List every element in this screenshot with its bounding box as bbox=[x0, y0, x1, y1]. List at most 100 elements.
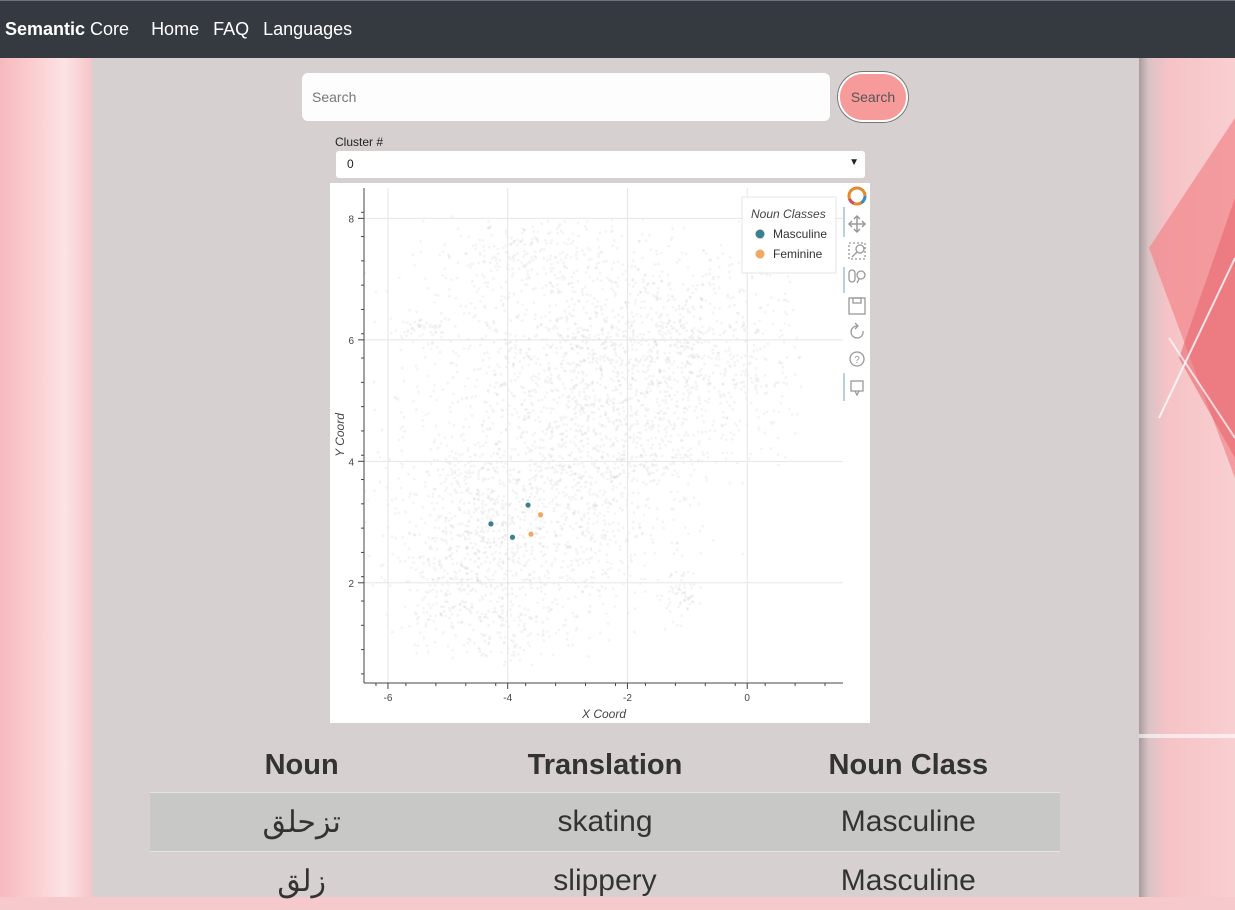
wheel-zoom-icon[interactable] bbox=[848, 269, 866, 284]
background-point bbox=[530, 357, 533, 361]
background-point bbox=[492, 410, 496, 414]
background-point bbox=[576, 403, 580, 406]
background-point bbox=[567, 399, 571, 403]
background-point bbox=[678, 453, 682, 456]
nav-faq[interactable]: FAQ bbox=[213, 19, 250, 39]
reset-icon[interactable] bbox=[850, 322, 864, 339]
background-point bbox=[599, 305, 603, 309]
background-point bbox=[482, 535, 485, 539]
background-point bbox=[550, 564, 554, 567]
background-point bbox=[476, 548, 479, 552]
point-feminine[interactable] bbox=[538, 512, 544, 518]
background-point bbox=[545, 391, 549, 395]
background-point bbox=[676, 416, 680, 420]
bokeh-logo-icon[interactable] bbox=[847, 186, 867, 206]
background-point bbox=[526, 354, 529, 357]
background-point bbox=[686, 361, 689, 364]
background-point bbox=[675, 404, 678, 408]
nav-languages[interactable]: Languages bbox=[263, 19, 353, 39]
background-point bbox=[679, 324, 683, 328]
box-zoom-icon[interactable] bbox=[848, 242, 866, 260]
background-point bbox=[429, 545, 432, 548]
background-point bbox=[458, 603, 462, 607]
background-point bbox=[569, 418, 573, 422]
background-point bbox=[526, 498, 529, 502]
background-point bbox=[624, 329, 627, 333]
background-point bbox=[595, 311, 599, 315]
scatter-plot[interactable]: -6 -4 -2 0 2 4 6 8 X Coord Y Coord Noun Classes… bbox=[330, 183, 870, 723]
background-point bbox=[401, 462, 405, 466]
background-point bbox=[403, 430, 406, 433]
background-point bbox=[797, 356, 801, 359]
background-point bbox=[555, 426, 559, 430]
search-button[interactable]: Search bbox=[838, 72, 908, 122]
point-masculine[interactable] bbox=[509, 534, 516, 540]
help-icon[interactable]: ? bbox=[849, 351, 865, 367]
background-point bbox=[564, 518, 568, 522]
background-point bbox=[526, 411, 530, 415]
background-point bbox=[773, 385, 777, 388]
background-point bbox=[513, 490, 517, 494]
background-point bbox=[509, 333, 512, 336]
background-point bbox=[636, 506, 639, 510]
point-masculine[interactable] bbox=[525, 502, 531, 508]
background-point bbox=[679, 601, 682, 604]
background-point bbox=[446, 381, 450, 385]
background-point bbox=[610, 225, 614, 229]
background-point bbox=[546, 606, 550, 609]
background-point bbox=[520, 403, 524, 407]
background-point bbox=[613, 467, 616, 470]
background-point bbox=[750, 274, 754, 278]
search-input[interactable] bbox=[302, 73, 830, 121]
background-point bbox=[561, 231, 565, 235]
background-point bbox=[551, 465, 555, 469]
background-point bbox=[704, 299, 708, 303]
background-point bbox=[639, 463, 643, 466]
background-point bbox=[631, 259, 635, 263]
background-point bbox=[496, 247, 500, 251]
point-masculine[interactable] bbox=[488, 521, 494, 527]
background-point bbox=[569, 440, 572, 444]
background-point bbox=[463, 475, 467, 478]
background-point bbox=[405, 580, 408, 583]
background-point bbox=[592, 506, 595, 510]
background-point bbox=[662, 375, 665, 379]
background-point bbox=[609, 230, 613, 234]
brand-link[interactable]: Semantic Core bbox=[5, 19, 130, 39]
hover-icon[interactable] bbox=[850, 380, 864, 397]
background-point bbox=[583, 358, 586, 362]
background-point bbox=[541, 454, 545, 458]
background-point bbox=[480, 337, 483, 340]
background-point bbox=[529, 487, 533, 490]
background-point bbox=[647, 382, 651, 386]
background-point bbox=[711, 277, 715, 281]
cluster-select[interactable]: 0 ▼ bbox=[336, 151, 865, 178]
background-point bbox=[431, 342, 434, 346]
background-point bbox=[406, 330, 410, 334]
background-point bbox=[554, 420, 558, 423]
background-point bbox=[611, 487, 615, 491]
background-point bbox=[484, 550, 487, 554]
background-point bbox=[566, 503, 570, 507]
background-point bbox=[477, 287, 480, 291]
background-point bbox=[623, 433, 627, 437]
nav-home[interactable]: Home bbox=[151, 19, 200, 39]
pan-icon[interactable] bbox=[847, 214, 867, 234]
background-point bbox=[460, 522, 464, 525]
background-point bbox=[595, 367, 599, 371]
background-point bbox=[533, 317, 537, 321]
background-point bbox=[627, 360, 631, 364]
background-point bbox=[537, 527, 540, 530]
background-point bbox=[424, 470, 428, 474]
point-feminine[interactable] bbox=[528, 531, 534, 537]
save-icon[interactable] bbox=[848, 297, 866, 315]
background-point bbox=[727, 270, 731, 274]
background-point bbox=[481, 582, 484, 586]
background-point bbox=[586, 526, 590, 530]
background-point bbox=[560, 362, 564, 366]
background-point bbox=[426, 558, 430, 562]
background-point bbox=[668, 597, 671, 601]
background-point bbox=[623, 399, 627, 402]
background-point bbox=[573, 462, 576, 466]
background-point bbox=[558, 317, 562, 321]
